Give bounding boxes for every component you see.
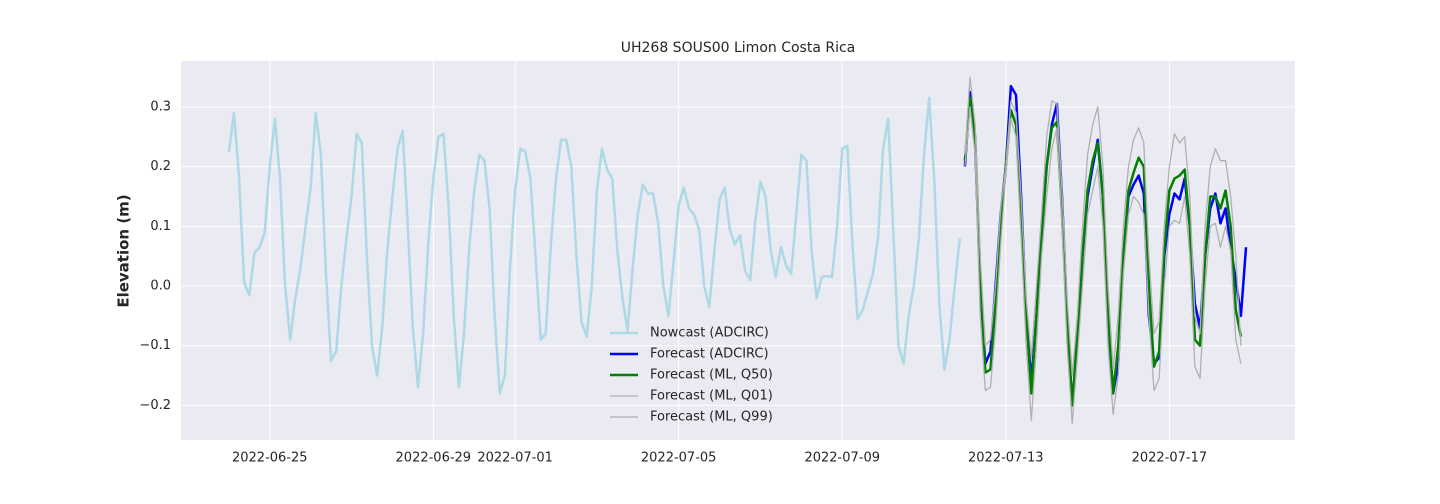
chart-title: UH268 SOUS00 Limon Costa Rica bbox=[621, 40, 856, 56]
x-tick-label: 2022-06-29 bbox=[396, 451, 472, 466]
x-tick-label: 2022-07-05 bbox=[641, 451, 717, 466]
y-tick-label: 0.2 bbox=[150, 159, 171, 174]
x-tick-label: 2022-06-25 bbox=[232, 451, 308, 466]
data-line bbox=[227, 96, 962, 395]
legend-label: Forecast (ML, Q99) bbox=[650, 410, 773, 425]
y-tick-label: 0.0 bbox=[150, 279, 171, 294]
legend-label: Nowcast (ADCIRC) bbox=[650, 326, 769, 341]
plot-background bbox=[181, 61, 1295, 440]
data-line bbox=[964, 76, 1242, 377]
data-line bbox=[963, 96, 1243, 407]
y-tick-label: −0.2 bbox=[139, 398, 171, 413]
y-tick-label: 0.3 bbox=[150, 99, 171, 114]
x-tick-label: 2022-07-09 bbox=[804, 451, 880, 466]
legend-label: Forecast (ML, Q01) bbox=[650, 389, 773, 404]
x-tick-label: 2022-07-13 bbox=[968, 451, 1044, 466]
y-axis-label: Elevation (m) bbox=[115, 194, 133, 307]
legend: Nowcast (ADCIRC) Forecast (ADCIRC) Forecas… bbox=[610, 326, 773, 425]
legend-label: Forecast (ADCIRC) bbox=[650, 347, 769, 362]
data-line bbox=[964, 106, 1242, 424]
y-tick-label: 0.1 bbox=[150, 219, 171, 234]
x-tick-label: 2022-07-17 bbox=[1132, 451, 1208, 466]
legend-label: Forecast (ML, Q50) bbox=[650, 368, 773, 383]
y-tick-label: −0.1 bbox=[139, 338, 171, 353]
x-tick-label: 2022-07-01 bbox=[477, 451, 553, 466]
